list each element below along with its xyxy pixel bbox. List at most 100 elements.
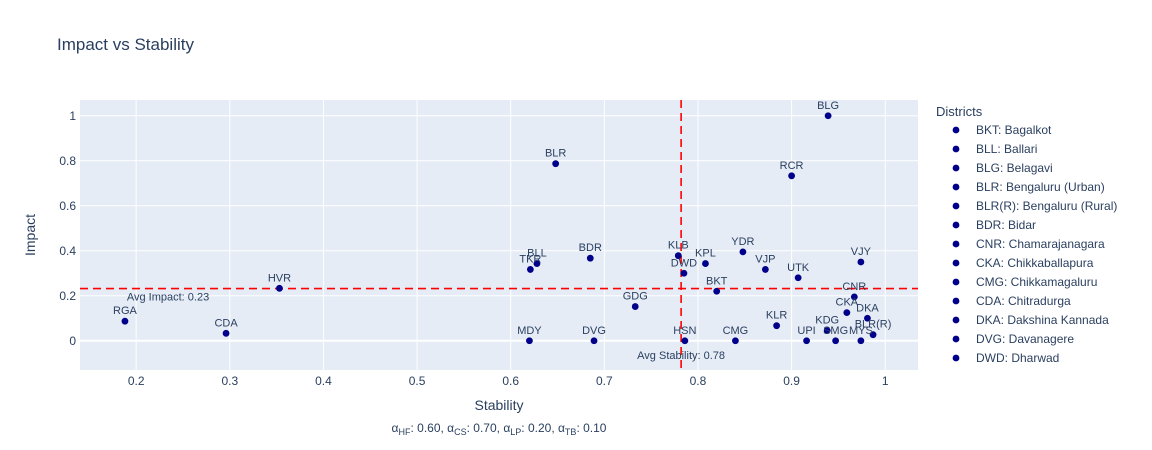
- x-tick-label: 0.2: [128, 374, 145, 388]
- y-tick-label: 1: [69, 109, 76, 123]
- data-point-label: BDR: [579, 242, 602, 254]
- data-point: [732, 337, 739, 345]
- data-point-label: KDG: [815, 315, 839, 327]
- avg-impact-label: Avg Impact: 0.23: [127, 292, 209, 304]
- legend-item[interactable]: CMG: Chikkamagaluru: [976, 275, 1097, 289]
- legend-marker: [952, 145, 960, 153]
- data-point: [681, 337, 689, 345]
- avg-stability-label: Avg Stability: 0.78: [637, 350, 725, 362]
- data-point: [674, 252, 682, 260]
- data-point-label: CKA: [836, 297, 859, 309]
- data-point-label: VJP: [755, 253, 775, 265]
- y-tick-label: 0.4: [59, 244, 76, 258]
- data-point: [631, 303, 639, 310]
- chart-title: Impact vs Stability: [57, 35, 194, 54]
- legend-marker: [952, 183, 960, 191]
- data-point: [590, 337, 598, 345]
- legend-item[interactable]: BLG: Belagavi: [976, 161, 1053, 175]
- y-tick-label: 0.2: [59, 289, 76, 303]
- parameters-annotation: αHF: 0.60, αCS: 0.70, αLP: 0.20, αTB: 0.…: [392, 421, 607, 437]
- legend-item[interactable]: BLR(R): Bengaluru (Rural): [976, 199, 1117, 213]
- data-point: [869, 331, 877, 339]
- legend-marker: [952, 221, 960, 229]
- data-point: [832, 337, 840, 345]
- legend-marker: [952, 297, 960, 305]
- data-point-label: UPI: [797, 325, 815, 337]
- legend-item[interactable]: BKT: Bagalkot: [976, 123, 1052, 137]
- legend-item[interactable]: BLL: Ballari: [976, 142, 1037, 156]
- data-point: [823, 327, 831, 335]
- legend-item[interactable]: DKA: Dakshina Kannada: [976, 313, 1109, 327]
- data-point-label: UTK: [787, 262, 810, 274]
- data-point: [773, 322, 781, 330]
- data-point-label: BLG: [817, 100, 839, 112]
- legend-marker: [952, 202, 960, 210]
- legend-marker: [952, 126, 960, 134]
- data-point-label: CMG: [723, 325, 749, 337]
- data-point-label: BLL: [527, 248, 547, 260]
- data-point-label: BLR(R): [855, 319, 892, 331]
- y-tick-label: 0.8: [59, 154, 76, 168]
- data-point: [552, 160, 560, 168]
- legend-item[interactable]: CDA: Chitradurga: [976, 294, 1071, 308]
- x-axis-ticks: 0.2 0.3 0.4 0.5 0.6 0.7 0.8 0.9 1: [128, 374, 889, 388]
- y-tick-label: 0.6: [59, 199, 76, 213]
- data-point: [857, 258, 865, 266]
- data-point-labels: BLG BLR RCR KLB YDR BDR VJY BLL KPL TKR VJP DWD UTK H…: [113, 100, 891, 337]
- data-point: [680, 269, 688, 277]
- x-tick-label: 0.6: [502, 374, 519, 388]
- legend-marker: [952, 164, 960, 172]
- legend-marker: [952, 316, 960, 324]
- data-point: [713, 287, 721, 295]
- legend-item[interactable]: DWD: Dharwad: [976, 351, 1059, 365]
- average-lines: Avg Stability: 0.78 Avg Impact: 0.23: [80, 100, 918, 370]
- data-point: [788, 172, 795, 180]
- data-point-label: DVG: [582, 325, 606, 337]
- data-point-label: CDA: [214, 317, 238, 329]
- data-point: [702, 260, 709, 267]
- legend: Districts BKT: Bagalkot BLL: Ballari BLG: …: [936, 104, 1117, 365]
- data-point-label: HVR: [268, 272, 291, 284]
- grid-lines: [80, 100, 918, 370]
- data-points: [121, 112, 877, 345]
- data-point-label: RGA: [113, 305, 138, 317]
- data-point: [121, 317, 129, 325]
- data-point-label: MDY: [517, 325, 542, 337]
- data-point-label: YDR: [731, 236, 754, 248]
- legend-item[interactable]: CNR: Chamarajanagara: [976, 237, 1105, 251]
- x-tick-label: 0.3: [221, 374, 238, 388]
- data-point: [526, 337, 533, 345]
- data-point-label: MYS: [849, 325, 873, 337]
- data-point-label: KLR: [766, 310, 787, 322]
- y-axis-title: Impact: [22, 214, 38, 256]
- x-tick-label: 0.8: [690, 374, 707, 388]
- legend-marker: [952, 354, 960, 362]
- legend-title: Districts: [936, 104, 983, 119]
- x-tick-label: 0.7: [596, 374, 613, 388]
- legend-item[interactable]: DVG: Davanagere: [976, 332, 1074, 346]
- legend-marker: [952, 240, 960, 248]
- data-point: [526, 266, 534, 273]
- data-point-label: KPL: [695, 248, 716, 260]
- x-tick-label: 0.9: [783, 374, 800, 388]
- data-point-label: KLB: [668, 240, 689, 252]
- data-point: [850, 293, 858, 301]
- data-point-label: DWD: [671, 257, 697, 269]
- legend-item[interactable]: CKA: Chikkaballapura: [976, 256, 1094, 270]
- data-point: [761, 266, 769, 273]
- legend-marker: [952, 278, 960, 286]
- plot-area: [80, 100, 918, 370]
- data-point-label: RCR: [780, 160, 804, 172]
- data-point-label: HSN: [673, 325, 696, 337]
- x-axis-title: Stability: [474, 397, 523, 413]
- x-tick-label: 0.4: [315, 374, 332, 388]
- x-tick-label: 0.5: [409, 374, 426, 388]
- data-point-label: SMG: [823, 325, 848, 337]
- legend-item[interactable]: BLR: Bengaluru (Urban): [976, 180, 1105, 194]
- data-point-label: GDG: [623, 291, 648, 303]
- legend-item[interactable]: BDR: Bidar: [976, 218, 1036, 232]
- data-point: [586, 254, 594, 262]
- legend-marker: [952, 335, 960, 343]
- data-point: [794, 274, 802, 282]
- data-point: [843, 309, 851, 317]
